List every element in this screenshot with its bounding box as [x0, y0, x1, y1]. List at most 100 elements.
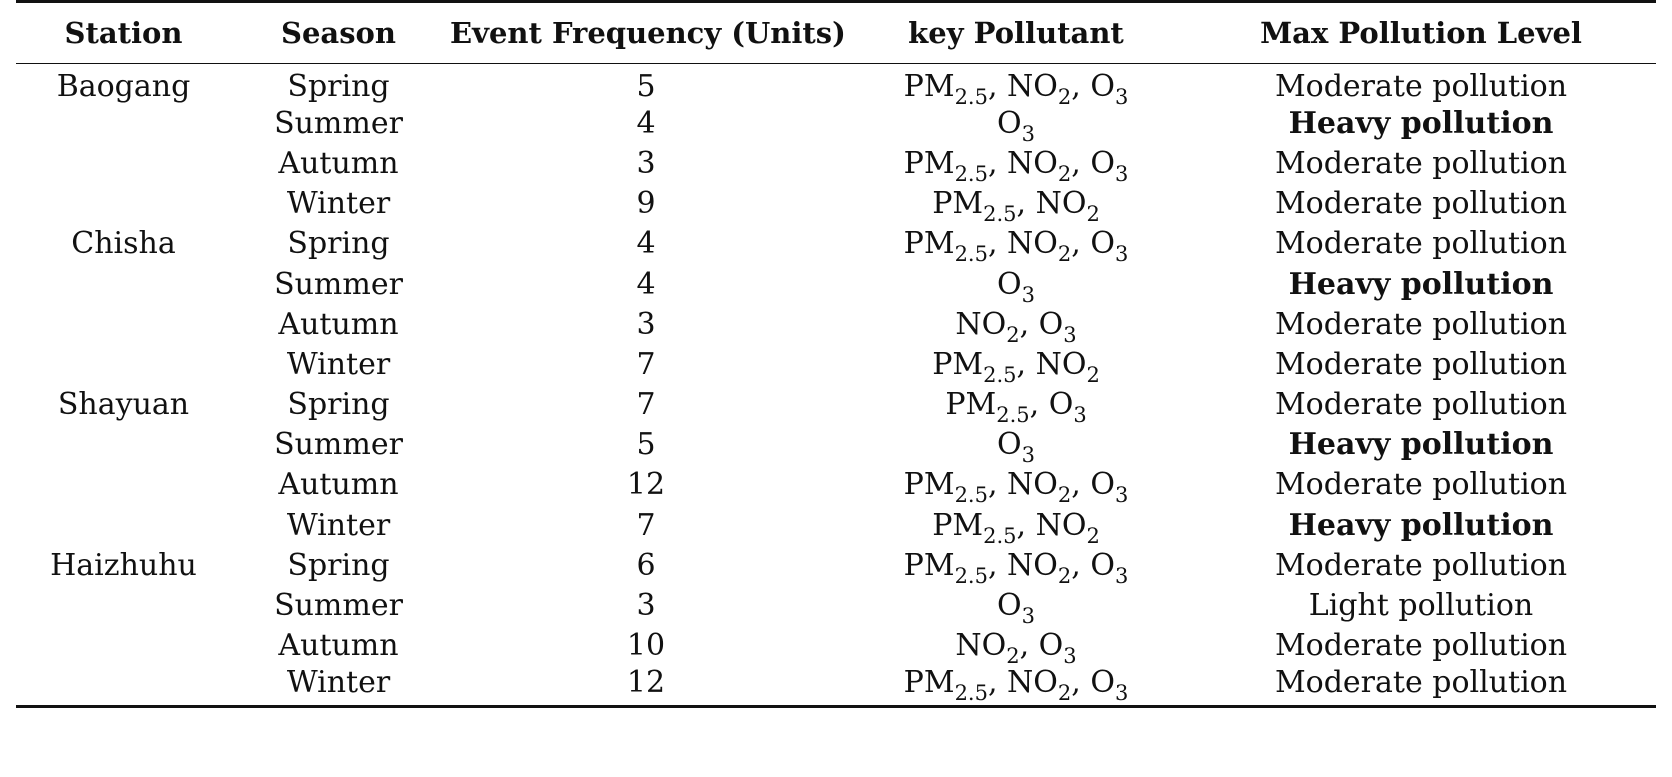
- station-cell: [16, 425, 231, 465]
- pollutant-subscript: 3: [1114, 483, 1129, 508]
- frequency-cell: 3: [636, 306, 656, 342]
- pollutant-formula: O3: [1090, 69, 1128, 107]
- station-cell: [16, 264, 231, 304]
- max-level-cell: Moderate pollution: [1274, 68, 1568, 104]
- pollutant-separator: ,: [1071, 467, 1091, 503]
- max-level-cell: Moderate pollution: [1274, 145, 1568, 181]
- pollutant-base: O: [1090, 145, 1115, 181]
- pollutant-subscript: 3: [1021, 443, 1035, 468]
- pollutant-base: PM: [945, 387, 997, 423]
- pollutant-subscript: 2.5: [954, 680, 988, 705]
- pollutant-subscript: 2.5: [983, 362, 1017, 387]
- max-level-cell: Heavy pollution: [1288, 507, 1554, 543]
- frequency-cell: 4: [636, 105, 656, 141]
- station-cell: [16, 666, 231, 709]
- pollutant-subscript: 2: [1006, 644, 1020, 669]
- table-row: Summer 5 O3 Heavy pollution: [16, 425, 1656, 468]
- season-cell: Winter: [286, 507, 391, 543]
- pollutant-separator: ,: [987, 664, 1008, 700]
- pollutant-cell: PM2.5, NO2, O3: [846, 144, 1186, 184]
- frequency-cell: 10: [626, 628, 666, 664]
- pollutant-base: PM: [903, 68, 955, 104]
- pollutant-base: O: [1090, 664, 1115, 700]
- pollutant-cell: PM2.5, NO2: [846, 506, 1186, 546]
- season-cell: Autumn: [278, 145, 399, 181]
- pollutant-subscript: 2: [1057, 680, 1072, 705]
- pollutant-cell: PM2.5, NO2, O3: [846, 465, 1186, 508]
- pollutant-formula: NO2: [1007, 68, 1071, 107]
- pollutant-separator: ,: [987, 226, 1008, 262]
- pollutant-cell: O3: [846, 586, 1186, 627]
- table-row: Haizhuhu Spring 6 PM2.5, NO2, O3 Moderate po…: [16, 546, 1656, 586]
- station-cell: [16, 586, 231, 626]
- pollutant-formula: PM2.5: [932, 508, 1016, 546]
- max-level-cell: Moderate pollution: [1274, 547, 1568, 583]
- pollutant-subscript: 2.5: [954, 84, 988, 109]
- pollutant-base: NO: [955, 306, 1007, 342]
- season-cell: Summer: [274, 588, 403, 624]
- season-cell: Winter: [231, 666, 446, 709]
- header-event-frequency: Event Frequency (Units): [446, 0, 846, 64]
- pollutant-formula: O3: [1090, 145, 1128, 184]
- pollution-events-table: Station Season Event Frequency (Units) k…: [16, 0, 1656, 709]
- season-cell: Spring: [287, 226, 390, 262]
- pollutant-subscript: 2.5: [983, 523, 1017, 548]
- pollutant-subscript: 2: [1086, 523, 1100, 548]
- pollutant-subscript: 3: [1114, 563, 1129, 588]
- pollutant-base: O: [997, 105, 1022, 141]
- pollutant-base: NO: [1007, 68, 1058, 104]
- pollutant-base: NO: [1007, 226, 1058, 262]
- table-row: Autumn 10 NO2, O3 Moderate pollution: [16, 626, 1656, 669]
- pollutant-separator: ,: [1071, 226, 1091, 262]
- pollutant-formula: PM2.5: [904, 226, 988, 265]
- table-row: Baogang Spring 5 PM2.5, NO2, O3 Moderate pol…: [16, 64, 1656, 107]
- pollutant-subscript: 3: [1063, 322, 1077, 347]
- pollutant-subscript: 2: [1086, 362, 1100, 387]
- pollutant-cell: PM2.5, NO2, O3: [846, 664, 1186, 709]
- pollutant-cell: O3: [846, 425, 1186, 468]
- pollutant-formula: O3: [1039, 307, 1077, 345]
- pollutant-separator: ,: [1071, 664, 1091, 700]
- season-cell: Spring: [287, 387, 390, 423]
- pollutant-subscript: 2: [1086, 202, 1100, 227]
- pollutant-formula: PM2.5: [903, 145, 988, 184]
- pollutant-subscript: 3: [1021, 121, 1035, 146]
- pollutant-cell: PM2.5, NO2: [846, 345, 1186, 385]
- frequency-cell: 7: [636, 387, 656, 423]
- station-cell: [16, 465, 231, 505]
- pollutant-subscript: 3: [1114, 161, 1129, 186]
- pollutant-formula: PM2.5: [904, 548, 988, 586]
- season-cell: Autumn: [278, 467, 399, 503]
- pollutant-subscript: 3: [1063, 644, 1077, 669]
- table-row: Summer 3 O3 Light pollution: [16, 586, 1656, 626]
- max-level-cell: Moderate pollution: [1274, 306, 1568, 342]
- pollutant-separator: ,: [1071, 145, 1091, 181]
- pollutant-base: PM: [903, 145, 955, 181]
- pollutant-cell: PM2.5, NO2, O3: [846, 546, 1186, 586]
- frequency-cell: 5: [636, 427, 656, 463]
- pollutant-cell: O3: [846, 264, 1186, 305]
- pollutant-separator: ,: [1029, 387, 1049, 423]
- pollutant-subscript: 2.5: [983, 202, 1017, 227]
- pollutant-formula: NO2: [1007, 548, 1071, 586]
- pollutant-subscript: 2: [1057, 161, 1072, 186]
- pollutant-subscript: 2.5: [954, 242, 988, 267]
- pollutant-formula: NO2: [1007, 226, 1071, 265]
- max-level-cell: Heavy pollution: [1288, 105, 1554, 141]
- frequency-cell: 6: [636, 547, 656, 583]
- pollutant-subscript: 2: [1057, 242, 1072, 267]
- pollutant-base: O: [1048, 387, 1074, 423]
- pollutant-base: O: [997, 427, 1022, 463]
- header-station: Station: [16, 0, 231, 64]
- table-row: Winter 7 PM2.5, NO2 Heavy pollution: [16, 506, 1656, 546]
- header-row: Station Season Event Frequency (Units) k…: [16, 0, 1656, 64]
- pollutant-base: PM: [903, 467, 955, 503]
- pollutant-formula: NO2: [955, 628, 1019, 667]
- pollutant-formula: O3: [997, 588, 1035, 627]
- pollutant-separator: ,: [1019, 628, 1039, 664]
- pollutant-separator: ,: [1016, 507, 1036, 543]
- max-level-cell: Moderate pollution: [1274, 186, 1568, 222]
- frequency-cell: 12: [446, 666, 846, 709]
- pollutant-cell: O3: [846, 104, 1186, 144]
- station-cell: Baogang: [56, 68, 191, 104]
